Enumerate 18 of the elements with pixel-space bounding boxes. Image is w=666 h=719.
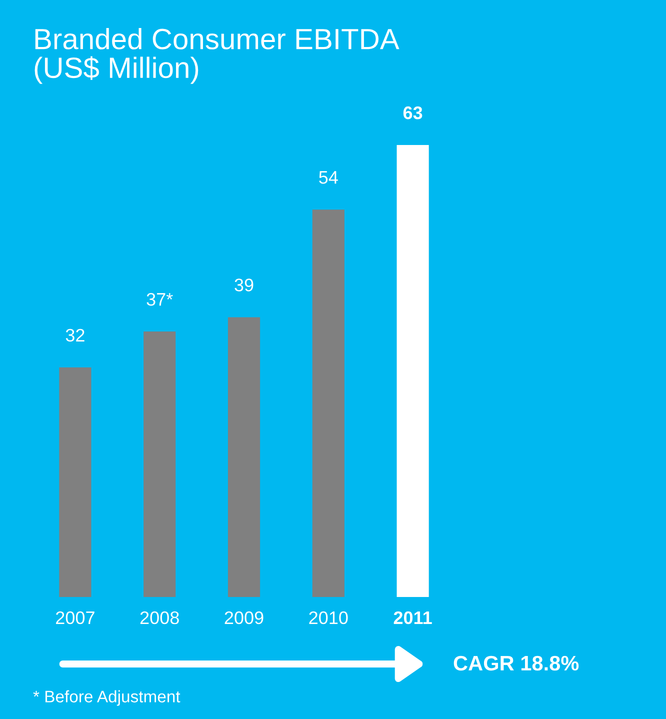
bar (312, 210, 344, 597)
data-label: 39 (234, 278, 254, 292)
x-tick-label: 2011 (394, 611, 432, 624)
chart-title: Branded Consumer EBITDA (US$ Million) (34, 28, 400, 84)
bar (228, 317, 260, 597)
bar (144, 332, 176, 597)
data-label: 54 (319, 171, 338, 184)
data-label: 63 (403, 106, 422, 120)
data-label: 32 (66, 328, 84, 342)
data-label: 37* (146, 292, 173, 306)
bar (396, 145, 429, 597)
text: * Before Adjustment (33, 690, 180, 706)
text: CAGR 18.8% (454, 656, 579, 671)
bar (59, 367, 92, 597)
x-tick-label: 2008 (140, 611, 179, 624)
x-tick-label: 2009 (224, 611, 264, 624)
x-tick-label: 2007 (56, 611, 94, 624)
x-tick-label: 2010 (309, 611, 348, 624)
